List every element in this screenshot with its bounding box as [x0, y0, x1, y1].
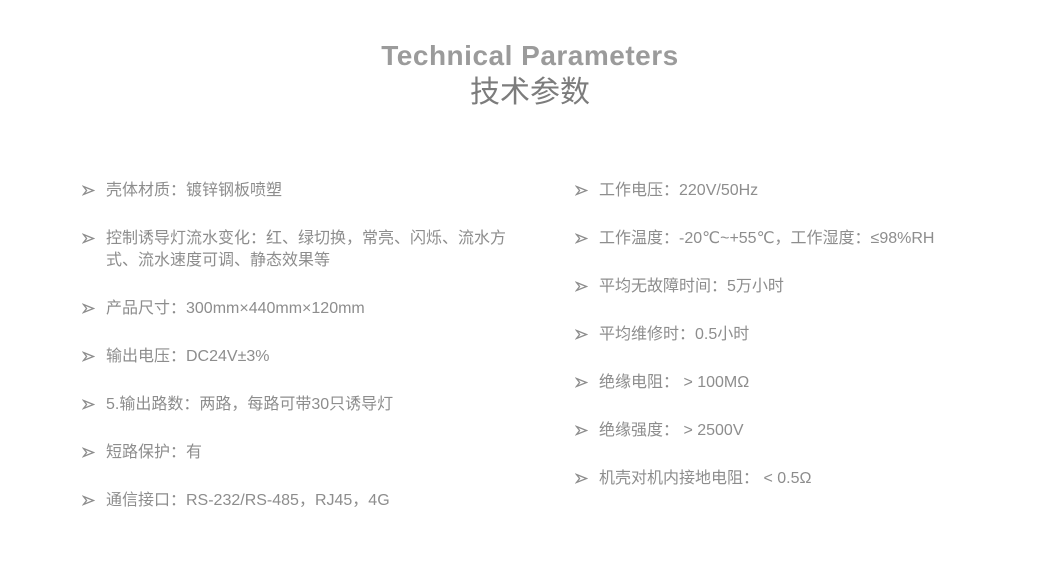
arrow-bullet-icon — [82, 232, 95, 245]
arrow-bullet-icon — [82, 446, 95, 459]
page-header: Technical Parameters 技术参数 — [0, 0, 1060, 112]
spec-item-output-voltage: 输出电压：DC24V±3% — [82, 346, 575, 368]
spec-item-insulation-resistance: 绝缘电阻： > 100MΩ — [575, 372, 1020, 394]
arrow-bullet-icon — [575, 232, 588, 245]
arrow-bullet-icon — [575, 328, 588, 341]
spec-item-text: 工作电压：220V/50Hz — [599, 182, 759, 199]
spec-item-working-temperature: 工作温度：-20℃~+55℃，工作湿度：≤98%RH — [575, 228, 1020, 250]
arrow-bullet-icon — [82, 184, 95, 197]
arrow-bullet-icon — [575, 472, 588, 485]
spec-item-text: 输出电压：DC24V±3% — [106, 348, 270, 365]
spec-item-text: 产品尺寸：300mm×440mm×120mm — [106, 300, 365, 317]
spec-item-mean-repair-time: 平均维修时：0.5小时 — [575, 324, 1020, 346]
spec-item-shell-material: 壳体材质：镀锌钢板喷塑 — [82, 180, 575, 202]
spec-item-communication-interface: 通信接口：RS-232/RS-485，RJ45，4G — [82, 490, 575, 512]
spec-item-insulation-strength: 绝缘强度： > 2500V — [575, 420, 1020, 442]
spec-item-grounding-resistance: 机壳对机内接地电阻： < 0.5Ω — [575, 468, 1020, 490]
arrow-bullet-icon — [82, 350, 95, 363]
arrow-bullet-icon — [82, 494, 95, 507]
spec-item-text: 绝缘电阻： > 100MΩ — [599, 374, 750, 391]
page-title-chinese: 技术参数 — [470, 76, 590, 109]
spec-item-text: 5.输出路数：两路，每路可带30只诱导灯 — [106, 396, 394, 413]
spec-item-text: 平均无故障时间：5万小时 — [599, 278, 784, 295]
arrow-bullet-icon — [575, 376, 588, 389]
arrow-bullet-icon — [82, 302, 95, 315]
spec-item-short-circuit-protection: 短路保护：有 — [82, 442, 575, 464]
spec-item-text: 绝缘强度： > 2500V — [599, 422, 744, 439]
spec-item-text: 通信接口：RS-232/RS-485，RJ45，4G — [106, 492, 390, 509]
spec-item-product-size: 产品尺寸：300mm×440mm×120mm — [82, 298, 575, 320]
spec-column-right: 工作电压：220V/50Hz 工作温度：-20℃~+55℃，工作湿度：≤98%R… — [575, 180, 1020, 538]
spec-item-text: 壳体材质：镀锌钢板喷塑 — [106, 182, 283, 199]
spec-columns: 壳体材质：镀锌钢板喷塑 控制诱导灯流水变化：红、绿切换，常亮、闪烁、流水方式、流… — [0, 180, 1060, 538]
spec-item-text: 短路保护：有 — [106, 444, 203, 461]
page-title-english: Technical Parameters — [381, 40, 679, 71]
arrow-bullet-icon — [575, 280, 588, 293]
spec-item-text: 机壳对机内接地电阻： < 0.5Ω — [599, 470, 812, 487]
spec-item-mtbf: 平均无故障时间：5万小时 — [575, 276, 1020, 298]
arrow-bullet-icon — [575, 424, 588, 437]
spec-item-output-channels: 5.输出路数：两路，每路可带30只诱导灯 — [82, 394, 575, 416]
spec-column-left: 壳体材质：镀锌钢板喷塑 控制诱导灯流水变化：红、绿切换，常亮、闪烁、流水方式、流… — [82, 180, 575, 538]
spec-item-text: 工作温度：-20℃~+55℃，工作湿度：≤98%RH — [599, 230, 935, 247]
spec-item-working-voltage: 工作电压：220V/50Hz — [575, 180, 1020, 202]
arrow-bullet-icon — [575, 184, 588, 197]
spec-item-text: 平均维修时：0.5小时 — [599, 326, 750, 343]
arrow-bullet-icon — [82, 398, 95, 411]
spec-item-text: 控制诱导灯流水变化：红、绿切换，常亮、闪烁、流水方式、流水速度可调、静态效果等 — [106, 230, 507, 269]
spec-item-light-control: 控制诱导灯流水变化：红、绿切换，常亮、闪烁、流水方式、流水速度可调、静态效果等 — [82, 228, 575, 272]
